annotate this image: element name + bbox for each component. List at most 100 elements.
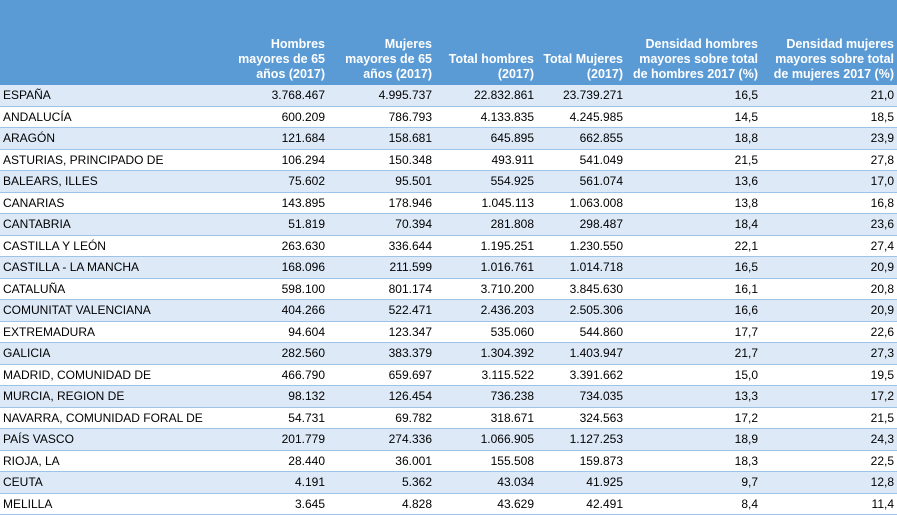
value-cell-mujeres-mayores-65: 36.001 (328, 450, 435, 472)
value-cell-total-hombres: 1.016.761 (435, 256, 537, 279)
value-cell-densidad-mujeres: 22,6 (761, 321, 897, 343)
value-cell-mujeres-mayores-65: 801.174 (328, 278, 435, 300)
value-cell-mujeres-mayores-65: 178.946 (328, 192, 435, 214)
value-cell-total-mujeres: 1.063.008 (537, 192, 626, 214)
table-row: NAVARRA, COMUNIDAD FORAL DE 54.731 69.782 3… (0, 407, 897, 429)
value-cell-densidad-mujeres: 12,8 (761, 471, 897, 494)
value-cell-total-mujeres: 159.873 (537, 450, 626, 472)
value-cell-densidad-mujeres: 21,5 (761, 407, 897, 429)
value-cell-densidad-hombres: 13,3 (626, 385, 761, 408)
value-cell-total-hombres: 281.808 (435, 213, 537, 236)
value-cell-hombres-mayores-65: 98.132 (215, 385, 328, 408)
table-row: EXTREMADURA 94.604 123.347 535.060 544.860 17… (0, 321, 897, 343)
value-cell-mujeres-mayores-65: 123.347 (328, 321, 435, 343)
region-name-cell: EXTREMADURA (0, 321, 215, 343)
value-cell-total-mujeres: 1.403.947 (537, 342, 626, 365)
value-cell-mujeres-mayores-65: 336.644 (328, 235, 435, 257)
value-cell-hombres-mayores-65: 143.895 (215, 192, 328, 214)
region-name-cell: CEUTA (0, 471, 215, 494)
table-row: MADRID, COMUNIDAD DE 466.790 659.697 3.115.… (0, 364, 897, 386)
column-header-region (0, 0, 215, 85)
value-cell-total-hombres: 318.671 (435, 407, 537, 429)
region-name-cell: CATALUÑA (0, 278, 215, 300)
value-cell-densidad-mujeres: 24,3 (761, 428, 897, 451)
table-row: CASTILLA - LA MANCHA 168.096 211.599 1.016.… (0, 256, 897, 279)
value-cell-total-mujeres: 1.230.550 (537, 235, 626, 257)
value-cell-total-hombres: 554.925 (435, 170, 537, 193)
region-name-cell: CANTABRIA (0, 213, 215, 236)
value-cell-total-hombres: 493.911 (435, 149, 537, 171)
region-name-cell: RIOJA, LA (0, 450, 215, 472)
value-cell-total-mujeres: 1.127.253 (537, 428, 626, 451)
value-cell-total-hombres: 43.034 (435, 471, 537, 494)
value-cell-total-mujeres: 4.245.985 (537, 106, 626, 128)
value-cell-hombres-mayores-65: 201.779 (215, 428, 328, 451)
value-cell-mujeres-mayores-65: 69.782 (328, 407, 435, 429)
region-name-cell: ARAGÓN (0, 127, 215, 150)
region-name-cell: COMUNITAT VALENCIANA (0, 299, 215, 322)
value-cell-densidad-hombres: 18,8 (626, 127, 761, 150)
column-header-total-mujeres: Total Mujeres (2017) (537, 0, 626, 85)
value-cell-total-hombres: 1.304.392 (435, 342, 537, 365)
region-name-cell: PAÍS VASCO (0, 428, 215, 451)
table-row: ANDALUCÍA 600.209 786.793 4.133.835 4.245.98… (0, 106, 897, 128)
value-cell-total-hombres: 1.045.113 (435, 192, 537, 214)
region-name-cell: ESPAÑA (0, 85, 215, 107)
region-name-cell: MURCIA, REGION DE (0, 385, 215, 408)
value-cell-hombres-mayores-65: 121.684 (215, 127, 328, 150)
region-name-cell: CANARIAS (0, 192, 215, 214)
table-body: ESPAÑA 3.768.467 4.995.737 22.832.861 23.739… (0, 85, 897, 515)
value-cell-densidad-mujeres: 27,4 (761, 235, 897, 257)
value-cell-total-hombres: 3.710.200 (435, 278, 537, 300)
value-cell-hombres-mayores-65: 282.560 (215, 342, 328, 365)
value-cell-densidad-mujeres: 23,6 (761, 213, 897, 236)
value-cell-mujeres-mayores-65: 211.599 (328, 256, 435, 279)
value-cell-mujeres-mayores-65: 70.394 (328, 213, 435, 236)
value-cell-total-mujeres: 2.505.306 (537, 299, 626, 322)
value-cell-densidad-mujeres: 17,0 (761, 170, 897, 193)
value-cell-hombres-mayores-65: 168.096 (215, 256, 328, 279)
table-row: GALICIA 282.560 383.379 1.304.392 1.403.947 2… (0, 342, 897, 365)
table-row: RIOJA, LA 28.440 36.001 155.508 159.873 18,3 2… (0, 450, 897, 472)
column-header-total-hombres: Total hombres (2017) (435, 0, 537, 85)
table-row: CANTABRIA 51.819 70.394 281.808 298.487 18,4 2… (0, 213, 897, 236)
value-cell-mujeres-mayores-65: 4.995.737 (328, 85, 435, 107)
region-name-cell: NAVARRA, COMUNIDAD FORAL DE (0, 407, 215, 429)
value-cell-mujeres-mayores-65: 383.379 (328, 342, 435, 365)
value-cell-densidad-mujeres: 21,0 (761, 85, 897, 107)
value-cell-mujeres-mayores-65: 659.697 (328, 364, 435, 386)
value-cell-densidad-hombres: 16,5 (626, 85, 761, 107)
value-cell-hombres-mayores-65: 600.209 (215, 106, 328, 128)
region-name-cell: CASTILLA - LA MANCHA (0, 256, 215, 279)
value-cell-total-mujeres: 734.035 (537, 385, 626, 408)
value-cell-total-hombres: 1.195.251 (435, 235, 537, 257)
value-cell-total-mujeres: 42.491 (537, 493, 626, 515)
value-cell-mujeres-mayores-65: 150.348 (328, 149, 435, 171)
value-cell-total-mujeres: 1.014.718 (537, 256, 626, 279)
value-cell-densidad-hombres: 17,7 (626, 321, 761, 343)
table-header: Hombres mayores de 65 años (2017) Mujeres… (0, 0, 897, 85)
value-cell-densidad-mujeres: 20,8 (761, 278, 897, 300)
table-row: MELILLA 3.645 4.828 43.629 42.491 8,4 11,4 (0, 493, 897, 515)
value-cell-mujeres-mayores-65: 786.793 (328, 106, 435, 128)
value-cell-hombres-mayores-65: 54.731 (215, 407, 328, 429)
value-cell-densidad-hombres: 8,4 (626, 493, 761, 515)
value-cell-total-mujeres: 3.391.662 (537, 364, 626, 386)
table-row: ARAGÓN 121.684 158.681 645.895 662.855 18,8 23… (0, 127, 897, 150)
value-cell-mujeres-mayores-65: 5.362 (328, 471, 435, 494)
value-cell-hombres-mayores-65: 94.604 (215, 321, 328, 343)
value-cell-total-hombres: 22.832.861 (435, 85, 537, 107)
region-name-cell: MADRID, COMUNIDAD DE (0, 364, 215, 386)
value-cell-hombres-mayores-65: 3.645 (215, 493, 328, 515)
value-cell-hombres-mayores-65: 3.768.467 (215, 85, 328, 107)
column-header-mujeres-mayores-65: Mujeres mayores de 65 años (2017) (328, 0, 435, 85)
table-row: CEUTA 4.191 5.362 43.034 41.925 9,7 12,8 (0, 471, 897, 494)
value-cell-densidad-mujeres: 27,3 (761, 342, 897, 365)
table-row: CANARIAS 143.895 178.946 1.045.113 1.063.008… (0, 192, 897, 214)
value-cell-densidad-mujeres: 19,5 (761, 364, 897, 386)
value-cell-total-mujeres: 324.563 (537, 407, 626, 429)
table-row: ESPAÑA 3.768.467 4.995.737 22.832.861 23.739… (0, 85, 897, 107)
value-cell-total-mujeres: 3.845.630 (537, 278, 626, 300)
value-cell-densidad-mujeres: 17,2 (761, 385, 897, 408)
